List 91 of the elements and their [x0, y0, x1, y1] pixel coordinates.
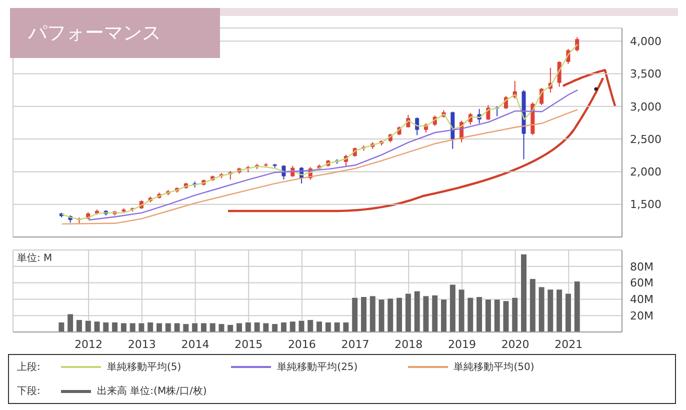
bar: [112, 322, 118, 332]
bar: [404, 293, 412, 332]
bar: [334, 322, 340, 332]
bar: [102, 322, 110, 332]
y-tick-label: 2,000: [630, 166, 662, 179]
y-tick-label: 60M: [630, 276, 654, 290]
x-tick-label: 2014: [181, 338, 210, 351]
bar: [440, 298, 447, 332]
bar: [564, 293, 572, 332]
bar: [58, 322, 65, 332]
bar: [280, 322, 287, 332]
bar: [574, 280, 580, 332]
bar: [467, 297, 474, 332]
y-tick-label: 80M: [630, 260, 654, 274]
line-series: [88, 89, 578, 221]
x-tick-label: 2020: [501, 338, 530, 351]
bar: [200, 322, 207, 332]
bar: [432, 294, 438, 332]
bar: [244, 322, 252, 332]
bar: [209, 322, 216, 332]
bar: [156, 322, 162, 332]
x-tick-label: 2016: [288, 338, 316, 351]
y-tick-label: 3,500: [630, 68, 662, 81]
y-tick-label: 20M: [630, 310, 654, 323]
bar: [556, 289, 563, 332]
legend-label: 単純移動平均(50): [454, 361, 534, 374]
y-tick-label: 1,500: [630, 198, 662, 212]
legend-title: 上段:: [17, 360, 42, 374]
y-tick-label: 4,000: [630, 34, 662, 48]
bar: [129, 322, 136, 332]
bar: [76, 319, 82, 332]
bar: [529, 278, 536, 332]
bar: [520, 254, 528, 332]
candlestick: [575, 36, 580, 52]
x-tick-label: 2017: [341, 338, 370, 351]
bar: [307, 319, 314, 332]
bar: [422, 296, 430, 332]
bar: [94, 321, 100, 332]
bar: [360, 296, 367, 332]
x-tick-label: 2021: [554, 338, 583, 351]
bar: [147, 322, 154, 332]
legend-title: 下段:: [17, 385, 42, 398]
x-tick-label: 2012: [74, 338, 103, 351]
bar: [164, 322, 172, 332]
bar: [298, 320, 305, 332]
bar: [547, 289, 554, 332]
y-tick-label: 2,500: [630, 132, 662, 146]
candlestick: [415, 116, 420, 136]
bar: [138, 322, 145, 332]
bar: [182, 324, 190, 332]
bar: [262, 322, 270, 332]
bar: [120, 322, 127, 332]
bar: [174, 322, 180, 332]
x-tick-label: 2018: [394, 338, 423, 351]
bar: [494, 298, 500, 332]
bar: [236, 322, 243, 332]
bar: [272, 324, 278, 332]
bar: [502, 300, 510, 332]
y-tick-label: 40M: [630, 293, 654, 306]
bar: [324, 322, 332, 332]
bar: [414, 290, 420, 332]
bar: [458, 289, 465, 332]
title-banner: パフォーマンス: [10, 8, 220, 58]
bar: [218, 324, 225, 332]
bar: [387, 298, 394, 332]
bar: [396, 297, 403, 332]
bar: [192, 322, 198, 332]
legend-label: 単純移動平均(25): [277, 361, 358, 374]
bar: [227, 324, 234, 332]
x-tick-label: 2015: [234, 338, 263, 351]
bar: [378, 298, 385, 332]
bar: [369, 296, 376, 332]
bar: [449, 284, 456, 332]
bar: [476, 296, 483, 332]
bar: [538, 286, 545, 332]
bar: [512, 297, 518, 332]
legend-label: 単純移動平均(5): [107, 361, 182, 374]
legend-label: 出来高 単位:(M株/口/枚): [97, 384, 207, 398]
line-series: [61, 109, 578, 225]
x-tick-label: 2013: [128, 338, 156, 351]
bar: [84, 320, 92, 332]
y-tick-label: 3,000: [630, 100, 662, 114]
bar: [342, 322, 350, 332]
bar: [254, 322, 260, 332]
x-tick-label: 2019: [448, 338, 476, 351]
bar: [484, 298, 492, 332]
bar: [352, 297, 358, 332]
bar: [316, 321, 323, 332]
bar: [289, 321, 296, 332]
y-axis-title: 単位: M: [17, 251, 52, 265]
bar: [67, 314, 74, 332]
